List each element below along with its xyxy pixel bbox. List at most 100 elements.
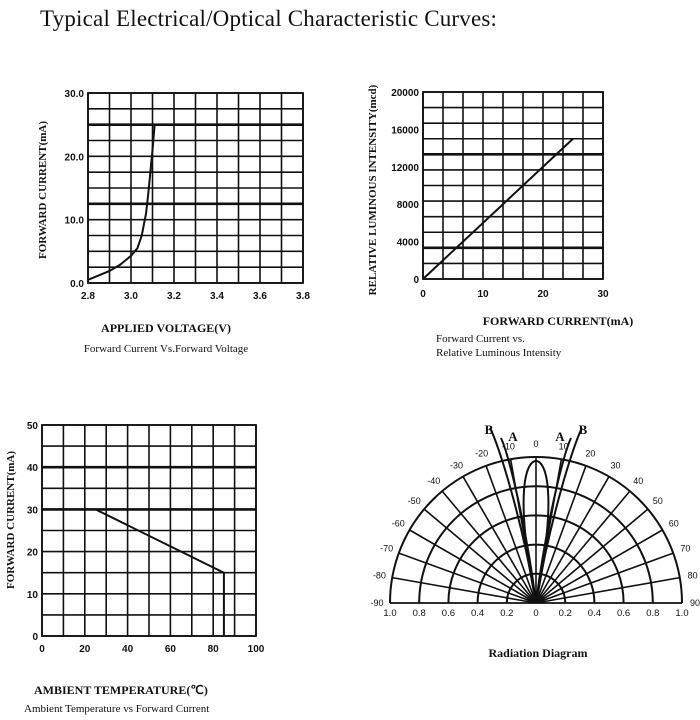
x-tick-label: 20	[537, 289, 549, 300]
curve-a-right	[535, 437, 572, 604]
y-tick-label: 10.0	[65, 216, 85, 227]
series-line	[87, 124, 156, 281]
radial-line	[392, 576, 537, 604]
radial-line	[535, 529, 663, 604]
x-tick-label: 3.2	[167, 291, 181, 302]
radial-line	[535, 508, 649, 604]
y-tick-label: 30	[27, 505, 39, 516]
x-tick-label: 10	[477, 289, 489, 300]
angle-label: 80	[688, 570, 698, 580]
y-tick-label: 30.0	[65, 89, 85, 100]
plot-frame	[87, 92, 304, 284]
radial-line	[398, 552, 537, 604]
angle-label: 20	[585, 449, 595, 459]
x-tick-label: 3.4	[210, 291, 224, 302]
x-tick-label: 40	[122, 644, 134, 655]
angle-label: 60	[669, 519, 679, 529]
x-tick-label: 2.8	[81, 291, 95, 302]
angle-label: 10	[559, 441, 569, 451]
y-tick-label: 20000	[391, 88, 419, 99]
radial-line	[423, 508, 537, 604]
y-tick-label: 16000	[391, 125, 419, 136]
radial-line	[462, 476, 537, 604]
angle-label: -80	[373, 570, 386, 580]
chart-forward-current-vs-voltage: FORWARD CURRENT(mA) APPLIED VOLTAGE(V) F…	[37, 89, 310, 355]
y-tick-label: 0	[413, 275, 419, 286]
x-tick-label: 0	[39, 644, 45, 655]
radial-line	[535, 576, 680, 604]
radial-tick-label: 0.4	[588, 608, 601, 619]
chart-caption: Forward Current Vs.Forward Voltage	[84, 343, 248, 355]
y-tick-label: 0.0	[70, 279, 84, 290]
chart-radiation-diagram: Radiation Diagram -10 -20 -30 -40 -50 -60 -70 -…	[370, 422, 700, 660]
y-axis-label: FORWARD CURRENT(mA)	[5, 451, 17, 589]
x-tick-label: 60	[165, 644, 177, 655]
angle-label: -10	[502, 441, 515, 451]
x-axis-label: FORWARD CURRENT(mA)	[483, 314, 634, 328]
chart-caption: Radiation Diagram	[489, 646, 588, 660]
curve-label: B	[485, 422, 494, 437]
y-tick-label: 40	[27, 463, 39, 474]
radial-tick-label: 0.6	[617, 608, 630, 619]
chart-caption-line-2: Relative Luminous Intensity	[436, 347, 562, 359]
angle-label: -60	[392, 519, 405, 529]
series-line	[422, 138, 574, 280]
y-tick-label: 0	[32, 632, 38, 643]
beam-lobe	[522, 459, 550, 604]
angle-label: 30	[610, 460, 620, 470]
angle-label: 50	[653, 496, 663, 506]
radial-tick-label: 0.8	[646, 608, 659, 619]
plot-frame	[41, 424, 257, 637]
angle-label: -70	[380, 544, 393, 554]
radial-tick-label: 0.4	[471, 608, 484, 619]
curve-label: A	[508, 429, 518, 444]
angle-label: -20	[475, 449, 488, 459]
y-axis-label: RELATIVE LUMINOUS INTENSITY(mcd)	[367, 84, 379, 295]
x-axis-label: AMBIENT TEMPERATURE(℃)	[34, 683, 208, 697]
angle-label: 90	[690, 598, 700, 608]
chart-temperature-derating: FORWARD CURRENT(mA) AMBIENT TEMPERATURE(…	[5, 421, 265, 715]
radial-tick-label: 0.2	[500, 608, 513, 619]
angle-label: 70	[680, 544, 690, 554]
curve-a-left	[500, 437, 537, 604]
x-tick-label: 100	[248, 644, 265, 655]
angle-label: 0	[533, 439, 538, 449]
y-tick-label: 4000	[397, 238, 420, 249]
x-tick-label: 3.6	[253, 291, 267, 302]
radial-tick-label: 1.0	[383, 608, 396, 619]
angle-label: -90	[370, 598, 383, 608]
radial-tick-label: 0	[533, 608, 538, 619]
x-tick-label: 80	[208, 644, 220, 655]
y-tick-label: 10	[27, 590, 39, 601]
radial-tick-label: 0.2	[559, 608, 572, 619]
curve-label: B	[579, 422, 588, 437]
angle-label: -50	[408, 496, 421, 506]
chart-luminous-intensity: RELATIVE LUMINOUS INTENSITY(mcd) FORWARD…	[367, 84, 634, 359]
plot-frame	[422, 91, 604, 280]
curve-b-right	[535, 427, 583, 604]
x-tick-label: 0	[420, 289, 426, 300]
page-title: Typical Electrical/Optical Characteristi…	[40, 6, 498, 31]
radial-line	[535, 476, 610, 604]
x-axis-label: APPLIED VOLTAGE(V)	[101, 321, 231, 335]
radial-tick-label: 0.8	[413, 608, 426, 619]
angle-label: -30	[450, 460, 463, 470]
y-axis-label: FORWARD CURRENT(mA)	[37, 121, 49, 259]
radial-tick-label: 0.6	[442, 608, 455, 619]
curve-b-left	[489, 427, 537, 604]
radial-tick-label: 1.0	[675, 608, 688, 619]
y-tick-label: 50	[27, 421, 39, 432]
x-tick-label: 20	[79, 644, 91, 655]
radial-line	[409, 529, 537, 604]
angle-label: -40	[427, 476, 440, 486]
angle-label: 40	[633, 476, 643, 486]
curve-label: A	[555, 429, 565, 444]
y-tick-label: 8000	[397, 200, 420, 211]
y-tick-label: 12000	[391, 163, 419, 174]
y-tick-label: 20.0	[65, 152, 85, 163]
radial-line	[535, 490, 631, 604]
chart-caption: Ambient Temperature vs Forward Current	[24, 703, 209, 715]
radial-line	[485, 465, 537, 604]
y-tick-label: 20	[27, 548, 39, 559]
radial-line	[535, 552, 674, 604]
